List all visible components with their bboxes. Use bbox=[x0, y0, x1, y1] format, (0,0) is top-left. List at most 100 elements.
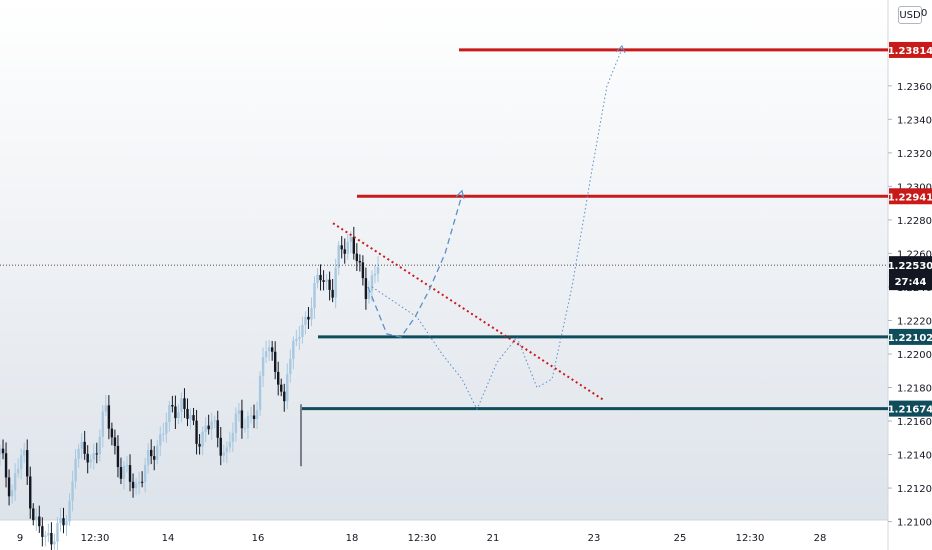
candle-body bbox=[270, 347, 274, 352]
candle-body bbox=[116, 445, 120, 468]
candle-body bbox=[119, 467, 123, 479]
currency-selector[interactable]: USD bbox=[898, 6, 922, 24]
candle-body bbox=[216, 420, 219, 438]
candle-body bbox=[240, 410, 244, 429]
time-tick-label: 28 bbox=[814, 533, 827, 544]
candle-body bbox=[283, 391, 286, 402]
candle-body bbox=[340, 245, 343, 250]
candle-body bbox=[219, 437, 222, 456]
support-1-badge bbox=[889, 328, 932, 345]
candle-body bbox=[277, 371, 280, 385]
candle-body bbox=[213, 420, 216, 422]
candle-body bbox=[74, 458, 77, 482]
current-price-badge bbox=[889, 256, 932, 291]
candle-body bbox=[370, 275, 374, 291]
candle-body bbox=[77, 448, 80, 459]
candle-body bbox=[53, 541, 56, 545]
price-tick-label: 1.21800 bbox=[897, 384, 932, 395]
support-2-label: 1.21674 bbox=[888, 405, 932, 416]
candle-body bbox=[292, 340, 295, 359]
candle-body bbox=[92, 453, 95, 460]
candle-body bbox=[204, 425, 207, 432]
candle-body bbox=[1, 448, 5, 454]
candle-body bbox=[83, 441, 86, 454]
time-tick-label: 12:30 bbox=[408, 533, 437, 544]
candle-body bbox=[0, 448, 2, 455]
projection-path-1[interactable] bbox=[367, 194, 463, 338]
candle-body bbox=[162, 433, 165, 435]
candle-body bbox=[104, 405, 108, 412]
candle-body bbox=[255, 410, 259, 420]
plot-background bbox=[0, 0, 888, 520]
candle-body bbox=[22, 450, 26, 456]
candle-body bbox=[26, 450, 29, 477]
candle-body bbox=[225, 447, 228, 453]
candle-body bbox=[186, 408, 189, 419]
support-1-label: 1.22102 bbox=[888, 333, 932, 344]
candle-body bbox=[16, 468, 20, 474]
candle-body bbox=[110, 428, 114, 438]
candle-body bbox=[301, 324, 304, 337]
candle-body bbox=[19, 455, 23, 469]
candle-body bbox=[367, 290, 371, 300]
candle-body bbox=[80, 441, 83, 449]
candle-body bbox=[376, 267, 380, 274]
candle-body bbox=[56, 523, 59, 542]
candle-body bbox=[101, 411, 105, 437]
projection-path-2[interactable] bbox=[371, 48, 623, 411]
candle-body bbox=[59, 518, 62, 524]
price-tick-label: 1.21400 bbox=[897, 451, 932, 462]
candle-body bbox=[95, 453, 98, 455]
candle-body bbox=[165, 421, 168, 434]
candle-body bbox=[325, 279, 328, 282]
projection-arrowhead-2 bbox=[615, 45, 626, 54]
candle-body bbox=[349, 236, 352, 242]
candle-body bbox=[280, 384, 283, 392]
price-tick-label: 1.22600 bbox=[897, 249, 932, 260]
candle-body bbox=[313, 283, 316, 309]
price-tick-label: 1.22800 bbox=[897, 216, 932, 227]
candle-body bbox=[38, 516, 41, 527]
candle-body bbox=[295, 338, 298, 341]
candle-body bbox=[180, 398, 183, 413]
candle-body bbox=[153, 456, 156, 460]
candle-body bbox=[198, 443, 201, 447]
candle-body bbox=[273, 351, 277, 372]
candle-body bbox=[231, 432, 235, 442]
candle-body bbox=[122, 465, 126, 479]
candle-body bbox=[125, 465, 129, 467]
candle-body bbox=[183, 398, 186, 409]
candle-body bbox=[13, 473, 17, 491]
time-tick-label: 18 bbox=[346, 533, 359, 544]
currency-suffix: 0 bbox=[921, 8, 928, 19]
candle-body bbox=[150, 449, 153, 457]
candle-body bbox=[310, 308, 313, 320]
candle-body bbox=[289, 358, 292, 375]
candle-body bbox=[128, 465, 132, 482]
candle-body bbox=[261, 357, 265, 377]
candle-body bbox=[373, 273, 377, 276]
candle-body bbox=[137, 481, 141, 484]
price-tick-label: 1.21600 bbox=[897, 417, 932, 428]
candle-body bbox=[298, 336, 301, 339]
countdown-label: 27:44 bbox=[895, 277, 927, 288]
time-tick-label: 12:30 bbox=[736, 533, 765, 544]
candle-body bbox=[47, 533, 50, 536]
candle-body bbox=[246, 416, 250, 429]
candle-body bbox=[355, 253, 359, 262]
time-tick-label: 25 bbox=[674, 533, 687, 544]
price-tick-label: 1.22000 bbox=[897, 350, 932, 361]
time-tick-label: 9 bbox=[17, 533, 23, 544]
candle-body bbox=[352, 236, 356, 254]
candle-body bbox=[358, 261, 362, 263]
support-2-badge bbox=[889, 400, 932, 417]
trendline[interactable] bbox=[332, 222, 606, 402]
candle-body bbox=[267, 347, 271, 352]
candle-body bbox=[249, 415, 253, 417]
candle-body bbox=[140, 481, 144, 483]
candle-body bbox=[35, 516, 38, 521]
candle-body bbox=[107, 405, 111, 429]
price-tick-label: 1.23600 bbox=[897, 82, 932, 93]
